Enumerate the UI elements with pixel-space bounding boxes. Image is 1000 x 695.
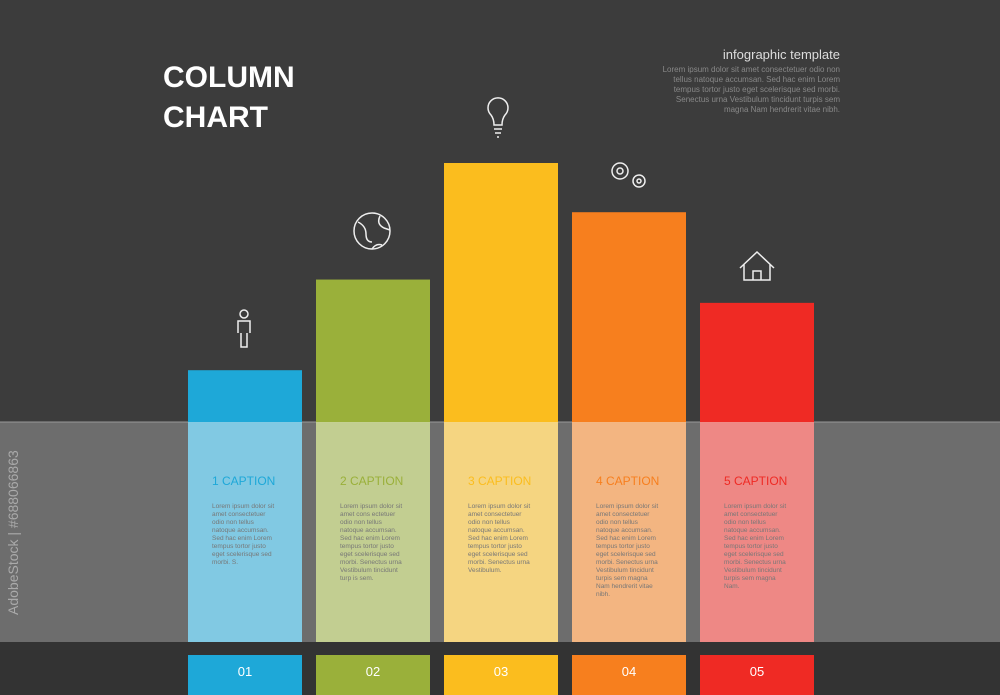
bar: [700, 302, 814, 422]
subtitle: infographic template: [722, 47, 840, 62]
caption-title: 4 CAPTION: [596, 474, 660, 488]
category-label: 04: [621, 664, 637, 679]
caption-title: 1 CAPTION: [212, 474, 276, 488]
caption-text: Lorem ipsum dolor sit amet consectetuer …: [596, 503, 659, 598]
category-label: 05: [749, 664, 765, 679]
icons: [237, 97, 775, 348]
number-block: [444, 655, 558, 695]
caption-panel: [316, 422, 430, 642]
number-block: [700, 655, 814, 695]
title: COLUMN CHART: [163, 61, 295, 134]
category-label: 03: [493, 664, 509, 679]
number-block: [316, 655, 430, 695]
bar: [316, 279, 430, 422]
caption-panel: [444, 422, 558, 642]
caption-text: Lorem ipsum dolor sit amet consectetuer …: [212, 503, 275, 566]
bar: [572, 212, 686, 422]
caption-text: Lorem ipsum dolor sit amet cons ectetuer…: [340, 503, 403, 582]
number-block: [572, 655, 686, 695]
bar: [188, 370, 302, 422]
category-label: 02: [365, 664, 381, 679]
category-label: 01: [237, 664, 253, 679]
caption-title: 5 CAPTION: [724, 474, 788, 488]
number-block: [188, 655, 302, 695]
bar: [444, 163, 558, 422]
caption-title: 2 CAPTION: [340, 474, 404, 488]
bars: [188, 163, 814, 695]
caption-title: 3 CAPTION: [468, 474, 532, 488]
description: Lorem ipsum dolor sit amet consectetuer …: [662, 65, 840, 114]
caption-panel: [188, 422, 302, 642]
caption-panel: [700, 422, 814, 642]
caption-text: Lorem ipsum dolor sit amet consectetuer …: [724, 503, 787, 590]
watermark-id: AdobeStock | #688066863: [5, 450, 21, 615]
caption-panel: [572, 422, 686, 642]
caption-text: Lorem ipsum dolor sit amet consectetuer …: [468, 503, 531, 574]
